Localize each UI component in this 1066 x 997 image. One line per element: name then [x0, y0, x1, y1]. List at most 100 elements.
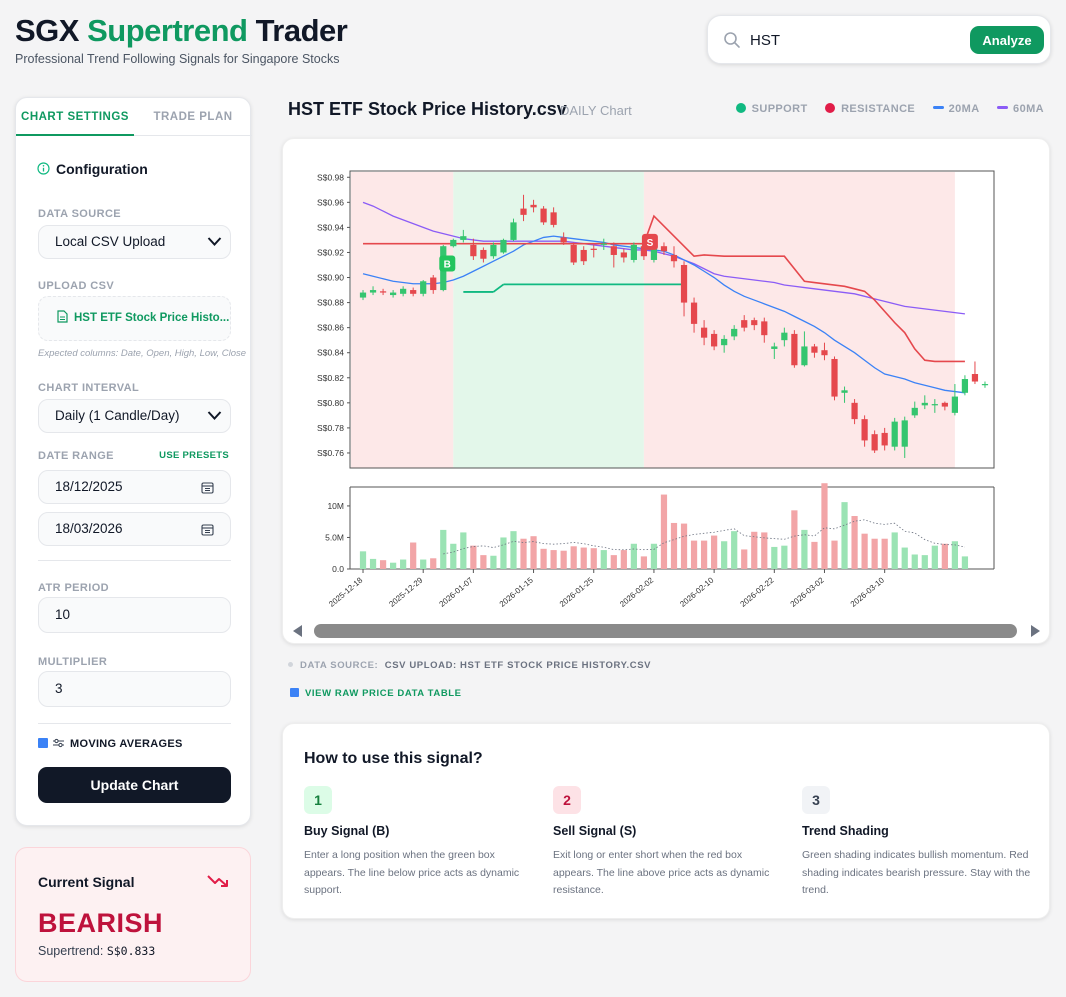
candle-body	[390, 292, 397, 296]
step-number: 3	[802, 786, 830, 814]
volume-bar	[801, 529, 808, 569]
volume-bar	[680, 523, 688, 569]
candle-body	[700, 327, 708, 338]
analyze-button[interactable]: Analyze	[970, 26, 1044, 54]
legend-20ma: 20MA	[932, 103, 980, 115]
chart-title: HST ETF Stock Price History.csv	[288, 99, 567, 119]
candle-body	[630, 244, 637, 260]
chart-interval-value: Daily (1 Candle/Day)	[55, 408, 180, 423]
calendar-icon[interactable]	[201, 523, 214, 536]
tab-chart-settings[interactable]: CHART SETTINGS	[16, 98, 134, 136]
candle-body	[821, 350, 828, 356]
legend-resistance: RESISTANCE	[825, 103, 915, 115]
view-raw-data-link[interactable]: VIEW RAW PRICE DATA TABLE	[290, 688, 462, 699]
volume-tick-label: 10M	[327, 501, 344, 511]
atr-period-input[interactable]: 10	[38, 597, 231, 633]
volume-bar	[630, 543, 637, 569]
step-name: Buy Signal (B)	[304, 824, 390, 838]
volume-bar	[660, 494, 668, 569]
search-input[interactable]	[750, 28, 960, 52]
expand-arrow-icon	[38, 738, 48, 748]
legend-resistance-label: RESISTANCE	[841, 103, 916, 115]
upload-csv-dropzone[interactable]: HST ETF Stock Price Histo...	[38, 296, 231, 341]
x-tick-label: 2026-02-10	[678, 575, 716, 609]
volume-bar	[731, 531, 738, 569]
legend-support: SUPPORT	[735, 103, 808, 115]
atr-period-label: ATR PERIOD	[38, 582, 110, 594]
data-source-select[interactable]: Local CSV Upload	[38, 225, 231, 259]
candle-body	[590, 248, 597, 250]
volume-bar	[600, 550, 607, 569]
candle-body	[761, 321, 768, 336]
y-tick-label: S$0.88	[317, 298, 344, 308]
expand-arrow-icon	[290, 688, 299, 697]
trending-down-icon	[207, 875, 228, 887]
volume-bar	[871, 538, 878, 569]
candle-body	[841, 390, 848, 393]
ma60-end-label: 60MA	[991, 139, 1014, 141]
upload-hint: Expected columns: Date, Open, High, Low,…	[38, 348, 247, 359]
volume-bar	[700, 540, 708, 569]
step-description: Green shading indicates bullish momentum…	[802, 849, 1031, 896]
how-to-card: How to use this signal? 1 Buy Signal (B)…	[282, 723, 1050, 919]
start-date-input[interactable]: 18/12/2025	[38, 470, 231, 504]
candle-body	[570, 244, 577, 263]
volume-bar	[751, 531, 758, 569]
volume-bar	[901, 547, 908, 569]
volume-bar	[640, 556, 648, 569]
volume-bar	[520, 538, 527, 569]
y-tick-label: S$0.94	[317, 222, 344, 232]
tab-trade-plan[interactable]: TRADE PLAN	[153, 111, 233, 123]
chart-interval-label: CHART INTERVAL	[38, 382, 140, 394]
volume-bar	[771, 546, 778, 569]
scroll-right-arrow[interactable]	[1031, 625, 1040, 637]
search-box: Analyze	[707, 15, 1051, 64]
candle-body	[670, 254, 678, 262]
use-presets-link[interactable]: USE PRESETS	[159, 450, 229, 461]
multiplier-input[interactable]: 3	[38, 671, 231, 707]
volume-bar	[410, 542, 417, 569]
candle-body	[971, 374, 979, 382]
chart-interval-select[interactable]: Daily (1 Candle/Day)	[38, 399, 231, 433]
moving-averages-toggle[interactable]: MOVING AVERAGES	[38, 738, 183, 750]
chart-subtitle: DAILY Chart	[560, 103, 632, 118]
volume-bar	[811, 541, 818, 569]
volume-bar	[741, 549, 748, 569]
x-tick-label: 2025-12-18	[327, 575, 365, 609]
scrollbar-thumb[interactable]	[314, 624, 1017, 638]
calendar-icon[interactable]	[201, 481, 214, 494]
volume-average-line	[443, 519, 966, 555]
chevron-down-icon	[207, 411, 222, 420]
candle-body	[921, 402, 928, 406]
upload-csv-label: UPLOAD CSV	[38, 280, 115, 292]
resistance-line	[363, 214, 965, 363]
x-tick-label: 2026-03-10	[849, 575, 887, 609]
candle-body	[871, 434, 878, 451]
data-source-info-label: DATA SOURCE:	[300, 660, 379, 671]
divider	[38, 560, 231, 561]
multiplier-label: MULTIPLIER	[38, 656, 108, 668]
candle-body	[981, 384, 989, 386]
volume-bar	[610, 555, 617, 569]
step-description: Enter a long position when the green box…	[304, 849, 520, 896]
buy-signal-label: B	[444, 259, 451, 270]
end-date-input[interactable]: 18/03/2026	[38, 512, 231, 546]
sell-signal-box	[641, 233, 658, 250]
candle-body	[690, 302, 698, 324]
candle-body	[911, 407, 918, 416]
candle-body	[450, 239, 457, 247]
update-chart-button[interactable]: Update Chart	[38, 767, 231, 803]
volume-bar	[961, 556, 969, 569]
bearish-zone	[643, 172, 955, 468]
volume-bar	[530, 536, 537, 569]
volume-bar	[440, 529, 447, 569]
how-to-title: How to use this signal?	[304, 750, 483, 767]
scroll-left-arrow[interactable]	[293, 625, 302, 637]
volume-bar	[430, 558, 437, 569]
x-axis-clip	[283, 574, 323, 614]
legend-support-label: SUPPORT	[751, 103, 808, 115]
document-icon	[57, 310, 68, 323]
divider	[38, 723, 231, 724]
volume-bar	[921, 555, 928, 569]
price-chart[interactable]: S$0.98 S$0.96 S$0.94 S$0.92 S$0.90 S$0.88 S$0.…	[283, 139, 1051, 645]
